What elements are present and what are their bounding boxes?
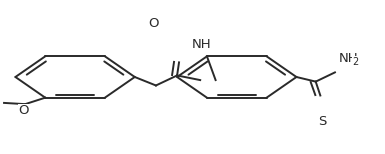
Text: 2: 2	[353, 57, 359, 67]
Text: O: O	[18, 104, 29, 117]
Text: S: S	[318, 115, 327, 128]
Text: NH: NH	[339, 52, 358, 65]
Text: NH: NH	[192, 38, 211, 51]
Text: O: O	[148, 17, 159, 30]
